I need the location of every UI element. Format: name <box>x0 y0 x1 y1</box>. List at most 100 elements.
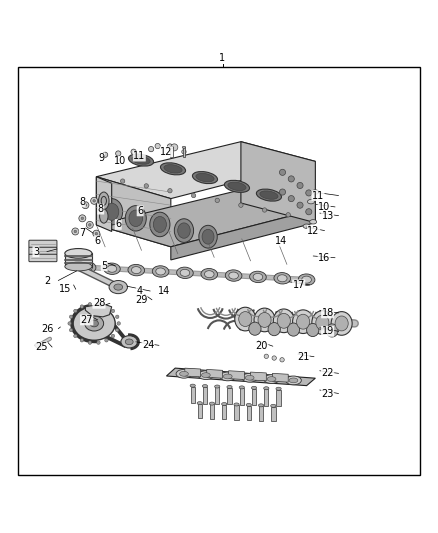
Polygon shape <box>171 209 315 260</box>
Ellipse shape <box>223 374 232 379</box>
Ellipse shape <box>289 378 298 383</box>
Circle shape <box>279 169 286 175</box>
Bar <box>240 388 244 405</box>
Text: 26: 26 <box>41 324 53 334</box>
Text: 14: 14 <box>158 286 170 296</box>
Circle shape <box>297 182 303 189</box>
Polygon shape <box>185 368 201 377</box>
Circle shape <box>168 189 172 193</box>
Ellipse shape <box>156 268 166 275</box>
Ellipse shape <box>128 154 154 166</box>
Ellipse shape <box>90 320 99 327</box>
Circle shape <box>82 201 89 209</box>
Text: 10: 10 <box>318 202 330 212</box>
Circle shape <box>182 150 186 154</box>
Text: 21: 21 <box>297 352 309 362</box>
Ellipse shape <box>277 313 290 328</box>
Ellipse shape <box>209 402 215 405</box>
Ellipse shape <box>190 384 195 387</box>
Polygon shape <box>96 142 315 199</box>
Polygon shape <box>166 368 315 386</box>
Ellipse shape <box>234 403 239 406</box>
Circle shape <box>144 184 148 188</box>
Bar <box>252 389 256 405</box>
Ellipse shape <box>242 374 258 382</box>
Text: 6: 6 <box>137 206 143 216</box>
Ellipse shape <box>101 199 123 225</box>
Circle shape <box>105 338 108 342</box>
Circle shape <box>288 176 294 182</box>
Circle shape <box>81 217 84 220</box>
Ellipse shape <box>286 376 301 385</box>
Text: 25: 25 <box>35 342 47 352</box>
Text: 5: 5 <box>101 261 107 271</box>
Ellipse shape <box>35 343 42 348</box>
Ellipse shape <box>258 404 264 407</box>
Circle shape <box>105 305 108 309</box>
Ellipse shape <box>253 273 263 280</box>
Ellipse shape <box>287 323 300 336</box>
Ellipse shape <box>199 225 217 248</box>
Ellipse shape <box>205 271 214 278</box>
Ellipse shape <box>132 156 150 164</box>
Ellipse shape <box>65 248 92 258</box>
Ellipse shape <box>312 190 319 194</box>
Ellipse shape <box>180 269 190 276</box>
Circle shape <box>88 341 92 344</box>
Ellipse shape <box>129 210 143 227</box>
Circle shape <box>120 179 125 183</box>
Text: 27: 27 <box>81 315 93 325</box>
Ellipse shape <box>178 223 190 238</box>
Bar <box>198 404 202 418</box>
Ellipse shape <box>227 385 232 389</box>
Polygon shape <box>65 253 92 266</box>
Text: 17: 17 <box>293 280 305 290</box>
Circle shape <box>79 215 86 222</box>
Ellipse shape <box>268 322 280 336</box>
Ellipse shape <box>303 224 310 229</box>
Ellipse shape <box>107 265 117 272</box>
Bar <box>183 147 185 157</box>
Bar <box>259 406 263 421</box>
Text: 15: 15 <box>59 284 71 294</box>
Text: 9: 9 <box>99 153 105 163</box>
Ellipse shape <box>293 310 314 334</box>
Text: 13: 13 <box>321 211 334 221</box>
Text: 2: 2 <box>44 276 50 286</box>
Ellipse shape <box>192 172 218 183</box>
Bar <box>247 406 251 420</box>
Circle shape <box>191 193 196 198</box>
Ellipse shape <box>125 339 133 345</box>
Ellipse shape <box>83 264 92 271</box>
Text: 29: 29 <box>135 295 147 305</box>
Bar <box>264 389 268 406</box>
Ellipse shape <box>271 404 276 407</box>
Circle shape <box>280 358 284 362</box>
Ellipse shape <box>131 266 141 273</box>
Ellipse shape <box>99 192 109 209</box>
Circle shape <box>116 315 119 319</box>
Circle shape <box>97 341 100 344</box>
Circle shape <box>297 202 303 208</box>
Ellipse shape <box>170 146 173 149</box>
Circle shape <box>102 152 108 157</box>
Circle shape <box>167 144 173 149</box>
Text: 20: 20 <box>256 341 268 351</box>
Ellipse shape <box>85 316 104 331</box>
Ellipse shape <box>297 314 310 329</box>
Text: 1: 1 <box>219 53 226 63</box>
Ellipse shape <box>73 306 115 340</box>
Circle shape <box>72 228 79 235</box>
Text: 23: 23 <box>321 389 334 399</box>
Circle shape <box>306 190 312 196</box>
Ellipse shape <box>160 163 186 175</box>
Text: 14: 14 <box>275 236 287 246</box>
Ellipse shape <box>258 312 271 327</box>
Circle shape <box>116 328 119 332</box>
Ellipse shape <box>256 189 282 201</box>
Circle shape <box>91 197 98 204</box>
Ellipse shape <box>109 280 127 294</box>
Ellipse shape <box>274 272 290 284</box>
Bar <box>222 405 226 419</box>
Ellipse shape <box>246 403 251 407</box>
